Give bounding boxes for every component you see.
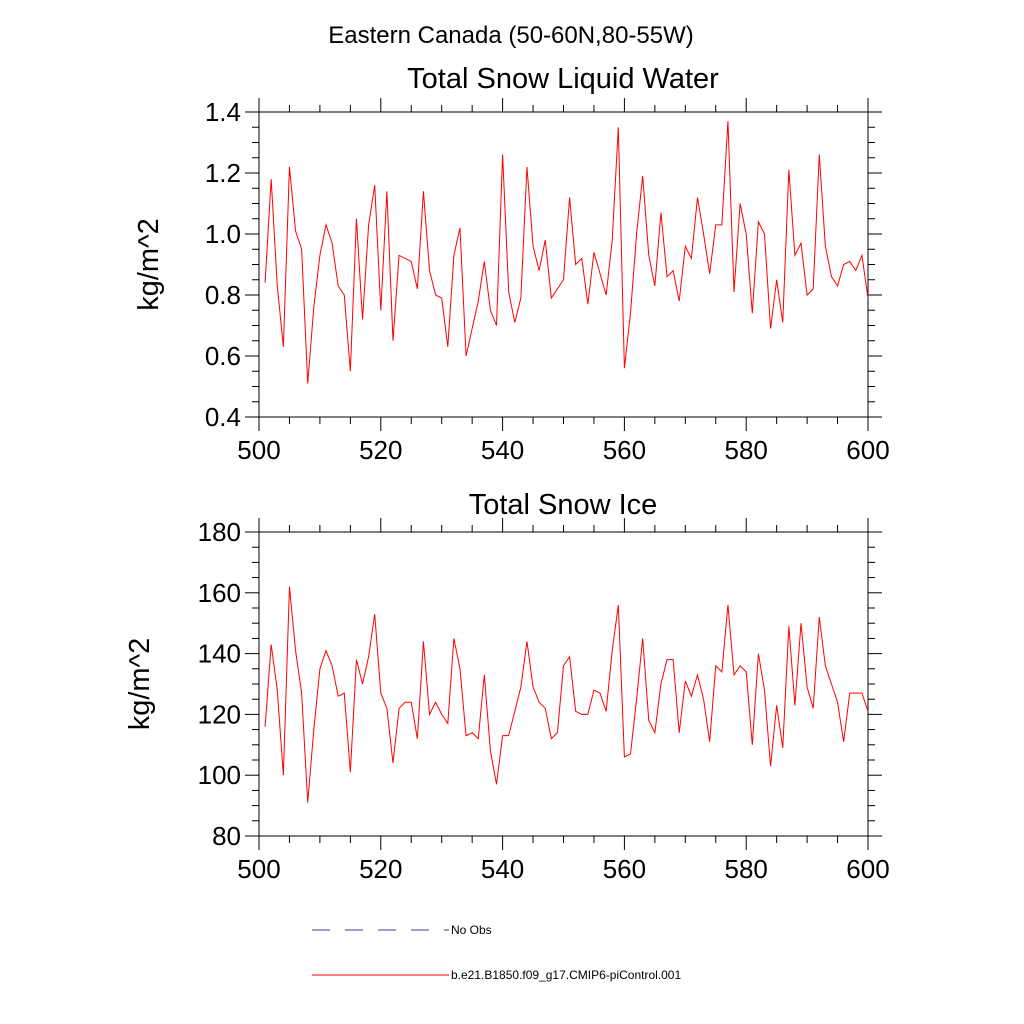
series-line-liquid-water <box>264 121 869 384</box>
chart-panel-liquid-water: Total Snow Liquid Water 500 520 540 560 580 6… <box>133 63 890 465</box>
y-tick-label: 1.4 <box>205 97 241 127</box>
x-tick-label: 520 <box>359 854 402 884</box>
x-tick-label: 580 <box>725 435 768 465</box>
y-tick-label: 80 <box>212 821 241 851</box>
x-tick-label: 540 <box>481 854 524 884</box>
y-tick-label: 140 <box>198 639 241 669</box>
y-tick-label: 0.6 <box>205 341 241 371</box>
x-tick-label: 520 <box>359 435 402 465</box>
y-tick-label: 180 <box>198 517 241 547</box>
y-tick-label: 1.2 <box>205 158 241 188</box>
legend-label-model: b.e21.B1850.f09_g17.CMIP6-piControl.001 <box>451 968 681 982</box>
chart-title: Total Snow Ice <box>469 489 658 521</box>
x-tick-label: 540 <box>481 435 524 465</box>
legend: No Obs b.e21.B1850.f09_g17.CMIP6-piContr… <box>312 923 681 982</box>
x-tick-label: 600 <box>846 854 889 884</box>
x-tick-label: 580 <box>725 854 768 884</box>
y-tick-label: 120 <box>198 699 241 729</box>
y-tick-label: 0.8 <box>205 280 241 310</box>
y-tick-label: 100 <box>198 760 241 790</box>
legend-label-no-obs: No Obs <box>451 923 492 937</box>
series-line-snow-ice <box>264 586 869 803</box>
chart-panel-snow-ice: Total Snow Ice 500 520 540 560 580 600 80 100 12… <box>124 489 890 884</box>
y-tick-label: 160 <box>198 578 241 608</box>
x-tick-label: 600 <box>846 435 889 465</box>
x-tick-label: 560 <box>603 854 646 884</box>
plot-frame <box>258 531 869 837</box>
x-tick-label: 500 <box>237 854 280 884</box>
y-axis-title: kg/m^2 <box>133 218 165 311</box>
chart-title: Total Snow Liquid Water <box>407 63 719 95</box>
figure-suptitle: Eastern Canada (50-60N,80-55W) <box>328 22 694 49</box>
x-tick-label: 500 <box>237 435 280 465</box>
y-axis-title: kg/m^2 <box>124 638 156 731</box>
y-tick-label: 0.4 <box>205 402 241 432</box>
y-tick-label: 1.0 <box>205 219 241 249</box>
x-tick-label: 560 <box>603 435 646 465</box>
